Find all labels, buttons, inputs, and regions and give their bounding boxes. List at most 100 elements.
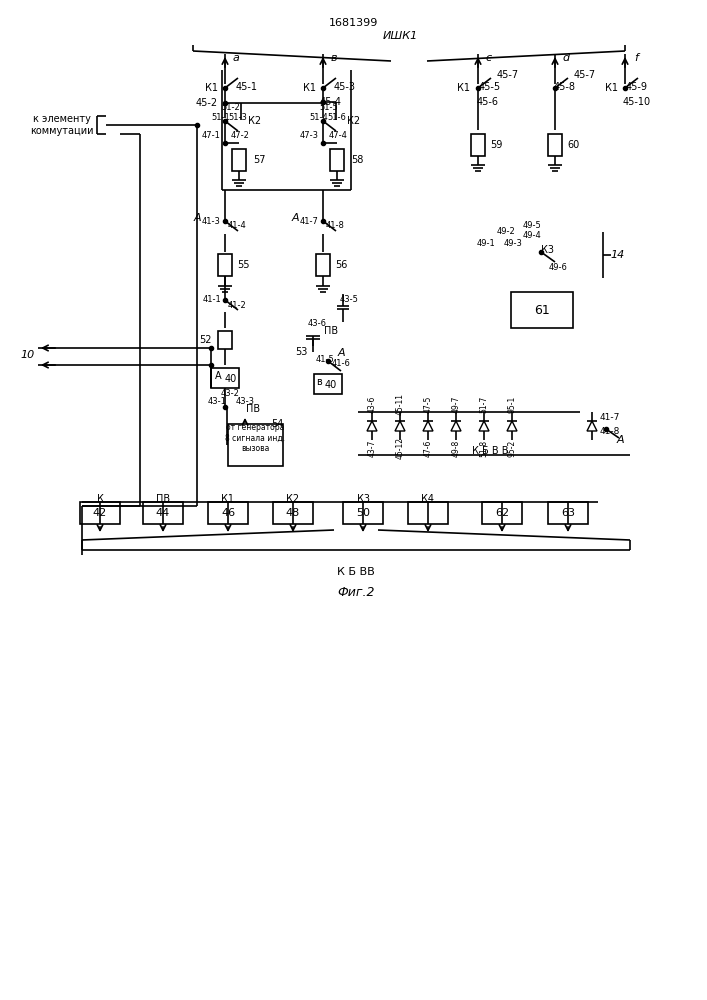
Text: c: c: [486, 53, 492, 63]
Text: А: А: [617, 435, 624, 445]
Text: 45-5: 45-5: [479, 82, 501, 92]
Text: 41-7: 41-7: [600, 414, 620, 422]
Text: 45-4: 45-4: [320, 97, 342, 107]
Bar: [232, 149, 246, 171]
Polygon shape: [479, 421, 489, 431]
Text: К: К: [97, 494, 103, 504]
Text: Фиг.2: Фиг.2: [337, 585, 375, 598]
Text: 95-1: 95-1: [508, 395, 517, 413]
Text: К2: К2: [248, 116, 262, 126]
Text: 56: 56: [335, 260, 347, 270]
Text: А: А: [337, 348, 345, 358]
Text: 47-4: 47-4: [329, 131, 347, 140]
Text: 51-7: 51-7: [479, 395, 489, 413]
Polygon shape: [451, 421, 461, 431]
Text: 41-7: 41-7: [300, 217, 319, 226]
Text: в: в: [316, 377, 322, 387]
Text: 40: 40: [225, 374, 237, 384]
Text: 47-5: 47-5: [423, 395, 433, 413]
Text: К Б В В: К Б В В: [472, 446, 508, 456]
Text: 47-3: 47-3: [300, 131, 319, 140]
Text: 45-9: 45-9: [626, 82, 648, 92]
Bar: [218, 254, 232, 276]
Text: 45-10: 45-10: [623, 97, 651, 107]
Text: в: в: [331, 53, 337, 63]
Text: 49-2: 49-2: [496, 228, 515, 236]
Text: 49-1: 49-1: [477, 239, 496, 248]
Text: 45-12: 45-12: [395, 437, 404, 459]
Text: d: d: [563, 53, 570, 63]
Polygon shape: [587, 421, 597, 431]
Text: к элементу
коммутации: к элементу коммутации: [30, 114, 94, 136]
Bar: [408, 502, 448, 524]
Text: 47-2: 47-2: [230, 131, 250, 140]
Text: К2: К2: [286, 494, 300, 504]
Text: 41-3: 41-3: [202, 217, 221, 226]
Text: 60: 60: [567, 140, 579, 150]
Text: 44: 44: [156, 508, 170, 518]
Text: 54: 54: [271, 419, 284, 429]
Text: К1: К1: [204, 83, 218, 93]
Polygon shape: [423, 421, 433, 431]
Text: 53: 53: [295, 347, 307, 357]
Text: 51-5: 51-5: [320, 104, 339, 112]
Polygon shape: [395, 421, 405, 431]
Text: 49-5: 49-5: [522, 222, 542, 231]
Text: 45-11: 45-11: [395, 393, 404, 415]
Text: 43-2: 43-2: [221, 388, 240, 397]
Text: 45-1: 45-1: [236, 82, 258, 92]
Bar: [548, 134, 562, 156]
Text: 43-6: 43-6: [308, 318, 327, 328]
Text: К1: К1: [604, 83, 617, 93]
Bar: [482, 502, 522, 524]
Text: f: f: [634, 53, 638, 63]
Text: 51-2: 51-2: [221, 104, 240, 112]
Text: 45-7: 45-7: [497, 70, 519, 80]
Bar: [330, 149, 344, 171]
Text: ПВ: ПВ: [246, 404, 260, 414]
Bar: [471, 134, 485, 156]
Text: 45-6: 45-6: [477, 97, 499, 107]
Text: ПВ: ПВ: [324, 326, 338, 336]
Text: 41-4: 41-4: [228, 222, 246, 231]
Bar: [548, 502, 588, 524]
Text: 43-1: 43-1: [208, 396, 226, 406]
Text: 47-1: 47-1: [202, 131, 221, 140]
Bar: [273, 502, 313, 524]
Text: ИШК1: ИШК1: [382, 31, 418, 41]
Text: 43-5: 43-5: [339, 296, 358, 304]
Text: 45-8: 45-8: [554, 82, 576, 92]
Text: 45-7: 45-7: [574, 70, 596, 80]
Text: 51-1: 51-1: [211, 112, 230, 121]
Text: 51-4: 51-4: [310, 112, 328, 121]
Bar: [211, 368, 239, 388]
Text: К4: К4: [421, 494, 435, 504]
Text: 49-3: 49-3: [503, 239, 522, 248]
Text: 45-3: 45-3: [334, 82, 356, 92]
Text: К3: К3: [542, 245, 554, 255]
Text: К1: К1: [303, 83, 315, 93]
Bar: [208, 502, 248, 524]
Text: 41-8: 41-8: [325, 222, 344, 231]
Bar: [80, 502, 120, 524]
Text: 40: 40: [325, 380, 337, 390]
Text: 48: 48: [286, 508, 300, 518]
Bar: [218, 331, 232, 349]
Text: 46: 46: [221, 508, 235, 518]
Text: К2: К2: [347, 116, 361, 126]
Text: А: А: [215, 371, 221, 381]
Text: К Б ВВ: К Б ВВ: [337, 567, 375, 577]
Bar: [511, 292, 573, 328]
Text: А: А: [193, 213, 201, 223]
Text: 42: 42: [93, 508, 107, 518]
Text: 1681399: 1681399: [329, 18, 379, 28]
Text: ПВ: ПВ: [156, 494, 170, 504]
Text: 49-7: 49-7: [452, 395, 460, 413]
Text: 41-5: 41-5: [315, 355, 334, 363]
Text: 45-2: 45-2: [196, 98, 218, 108]
Text: 49-8: 49-8: [452, 439, 460, 457]
Text: 49-6: 49-6: [549, 262, 568, 271]
Polygon shape: [367, 421, 377, 431]
Text: 41-2: 41-2: [228, 300, 246, 310]
Bar: [143, 502, 183, 524]
